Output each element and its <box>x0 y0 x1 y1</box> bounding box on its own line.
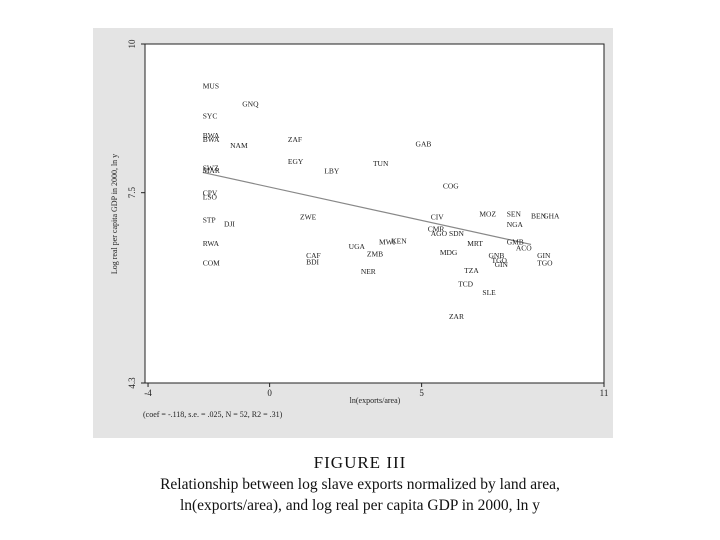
point-label: MUS <box>203 82 219 91</box>
point-label: GNB <box>488 251 504 260</box>
point-label: EGY <box>288 157 304 166</box>
point-label: RWA <box>203 239 220 248</box>
point-label: ZMB <box>367 249 383 258</box>
x-tick-label: 0 <box>267 388 272 398</box>
point-label: KEN <box>391 236 407 245</box>
y-axis-label: Log real per capita GDP in 2000, ln y <box>110 154 119 274</box>
figure-caption-text: Relationship between log slave exports n… <box>0 474 720 516</box>
point-label: AGO <box>431 229 448 238</box>
x-axis: -4 0 5 11 <box>144 383 608 398</box>
x-tick-label: 5 <box>419 388 424 398</box>
point-label: SLE <box>482 288 496 297</box>
point-label: NER <box>361 267 376 276</box>
point-label: ZAR <box>449 312 464 321</box>
point-label: LSO <box>203 192 218 201</box>
point-label: DJI <box>224 220 235 229</box>
point-label: GAB <box>416 139 432 148</box>
point-label: COG <box>443 182 459 191</box>
y-axis: 4.3 7.5 10 <box>127 39 145 389</box>
figure-panel: 4.3 7.5 10 -4 0 5 11 MUS GNQ SYC BWA BWA NAM ZAF GAB… <box>93 28 613 438</box>
point-label: GIN <box>495 260 509 269</box>
fit-line <box>202 171 532 246</box>
point-label: CIV <box>431 212 445 221</box>
point-label: ZWE <box>300 212 317 221</box>
point-label: TUN <box>373 159 389 168</box>
point-label: SWZ <box>203 164 219 173</box>
point-label: MRT <box>467 239 483 248</box>
point-label: COM <box>203 258 220 267</box>
point-label: CMR <box>428 224 445 233</box>
point-label: GMB <box>507 237 524 246</box>
point-label: TGO <box>537 258 553 267</box>
point-label: STP <box>203 215 216 224</box>
point-label: ACO <box>516 243 532 252</box>
point-label: ZAF <box>288 135 302 144</box>
plot-area <box>144 43 605 384</box>
point-label: CPV <box>203 189 218 198</box>
point-label: GNQ <box>242 99 259 108</box>
point-label: MAR <box>203 166 220 175</box>
point-label: NAM <box>230 141 248 150</box>
x-tick-label: 11 <box>600 388 609 398</box>
x-axis-label: ln(exports/area) <box>350 396 401 405</box>
y-tick-label: 4.3 <box>127 377 137 389</box>
y-tick-label: 10 <box>127 39 137 49</box>
point-label: CAF <box>306 251 321 260</box>
point-label: GIN <box>537 251 551 260</box>
point-label: GHA <box>543 211 560 220</box>
point-label: NGA <box>507 220 524 229</box>
point-label: UGA <box>349 242 366 251</box>
point-label: MWI <box>379 237 396 246</box>
point-label: SYC <box>203 111 218 120</box>
point-label: BDI <box>306 258 319 267</box>
point-label: BEN <box>531 211 547 220</box>
x-tick-label: -4 <box>144 388 152 398</box>
figure-caption: FIGURE III Relationship between log slav… <box>0 452 720 516</box>
figure-title: FIGURE III <box>313 453 407 472</box>
point-label: MDG <box>440 248 458 257</box>
y-tick-label: 7.5 <box>127 187 137 199</box>
stats-note: (coef = -.118, s.e. = .025, N = 52, R2 =… <box>143 410 283 419</box>
point-label: SEN <box>507 210 522 219</box>
point-label: BWA <box>203 131 220 140</box>
point-label: TGO <box>492 256 508 265</box>
point-label: MOZ <box>479 210 496 219</box>
caption-line-2: ln(exports/area), and log real per capit… <box>179 497 541 514</box>
point-label: SDN <box>449 229 465 238</box>
point-label: TCD <box>458 280 474 289</box>
point-label: BWA <box>203 135 220 144</box>
point-label: TZA <box>464 266 479 275</box>
point-label: LBY <box>324 167 340 176</box>
caption-line-1: Relationship between log slave exports n… <box>160 476 560 493</box>
